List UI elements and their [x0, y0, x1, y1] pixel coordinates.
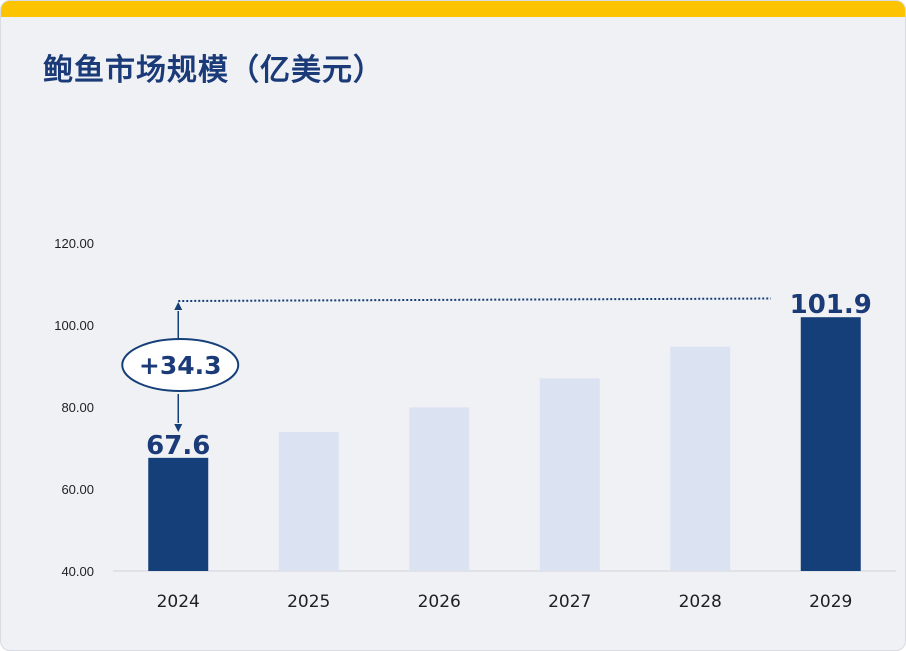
chart-title: 鲍鱼市场规模（亿美元） [43, 53, 384, 88]
arrow-down-head [174, 424, 183, 432]
accent-top-bar [1, 1, 905, 17]
y-tick-label: 120.00 [54, 236, 94, 251]
x-tick-label: 2028 [679, 592, 722, 612]
y-tick-label: 40.00 [61, 564, 94, 579]
x-tick-label: 2026 [418, 592, 461, 612]
x-tick-label: 2024 [157, 592, 200, 612]
growth-annotation-oval [121, 338, 240, 392]
x-tick-label: 2025 [287, 592, 330, 612]
growth-annotation-label: +34.3 [139, 351, 222, 380]
x-tick-label: 2027 [548, 592, 591, 612]
y-tick-label: 60.00 [61, 482, 94, 497]
x-tick-label: 2029 [809, 592, 852, 612]
bar-2029 [800, 317, 861, 571]
arrow-up-head [174, 302, 183, 310]
bar-2026 [409, 407, 470, 571]
bar-2024 [148, 457, 209, 571]
y-tick-label: 80.00 [61, 400, 94, 415]
y-tick-label: 100.00 [54, 318, 94, 333]
bar-2028 [670, 346, 731, 571]
bar-2027 [539, 378, 600, 571]
bar-2025 [278, 432, 339, 571]
dotted-reference-line [178, 297, 771, 302]
data-label-2029: 101.9 [790, 290, 872, 320]
data-label-2024: 67.6 [146, 431, 210, 461]
